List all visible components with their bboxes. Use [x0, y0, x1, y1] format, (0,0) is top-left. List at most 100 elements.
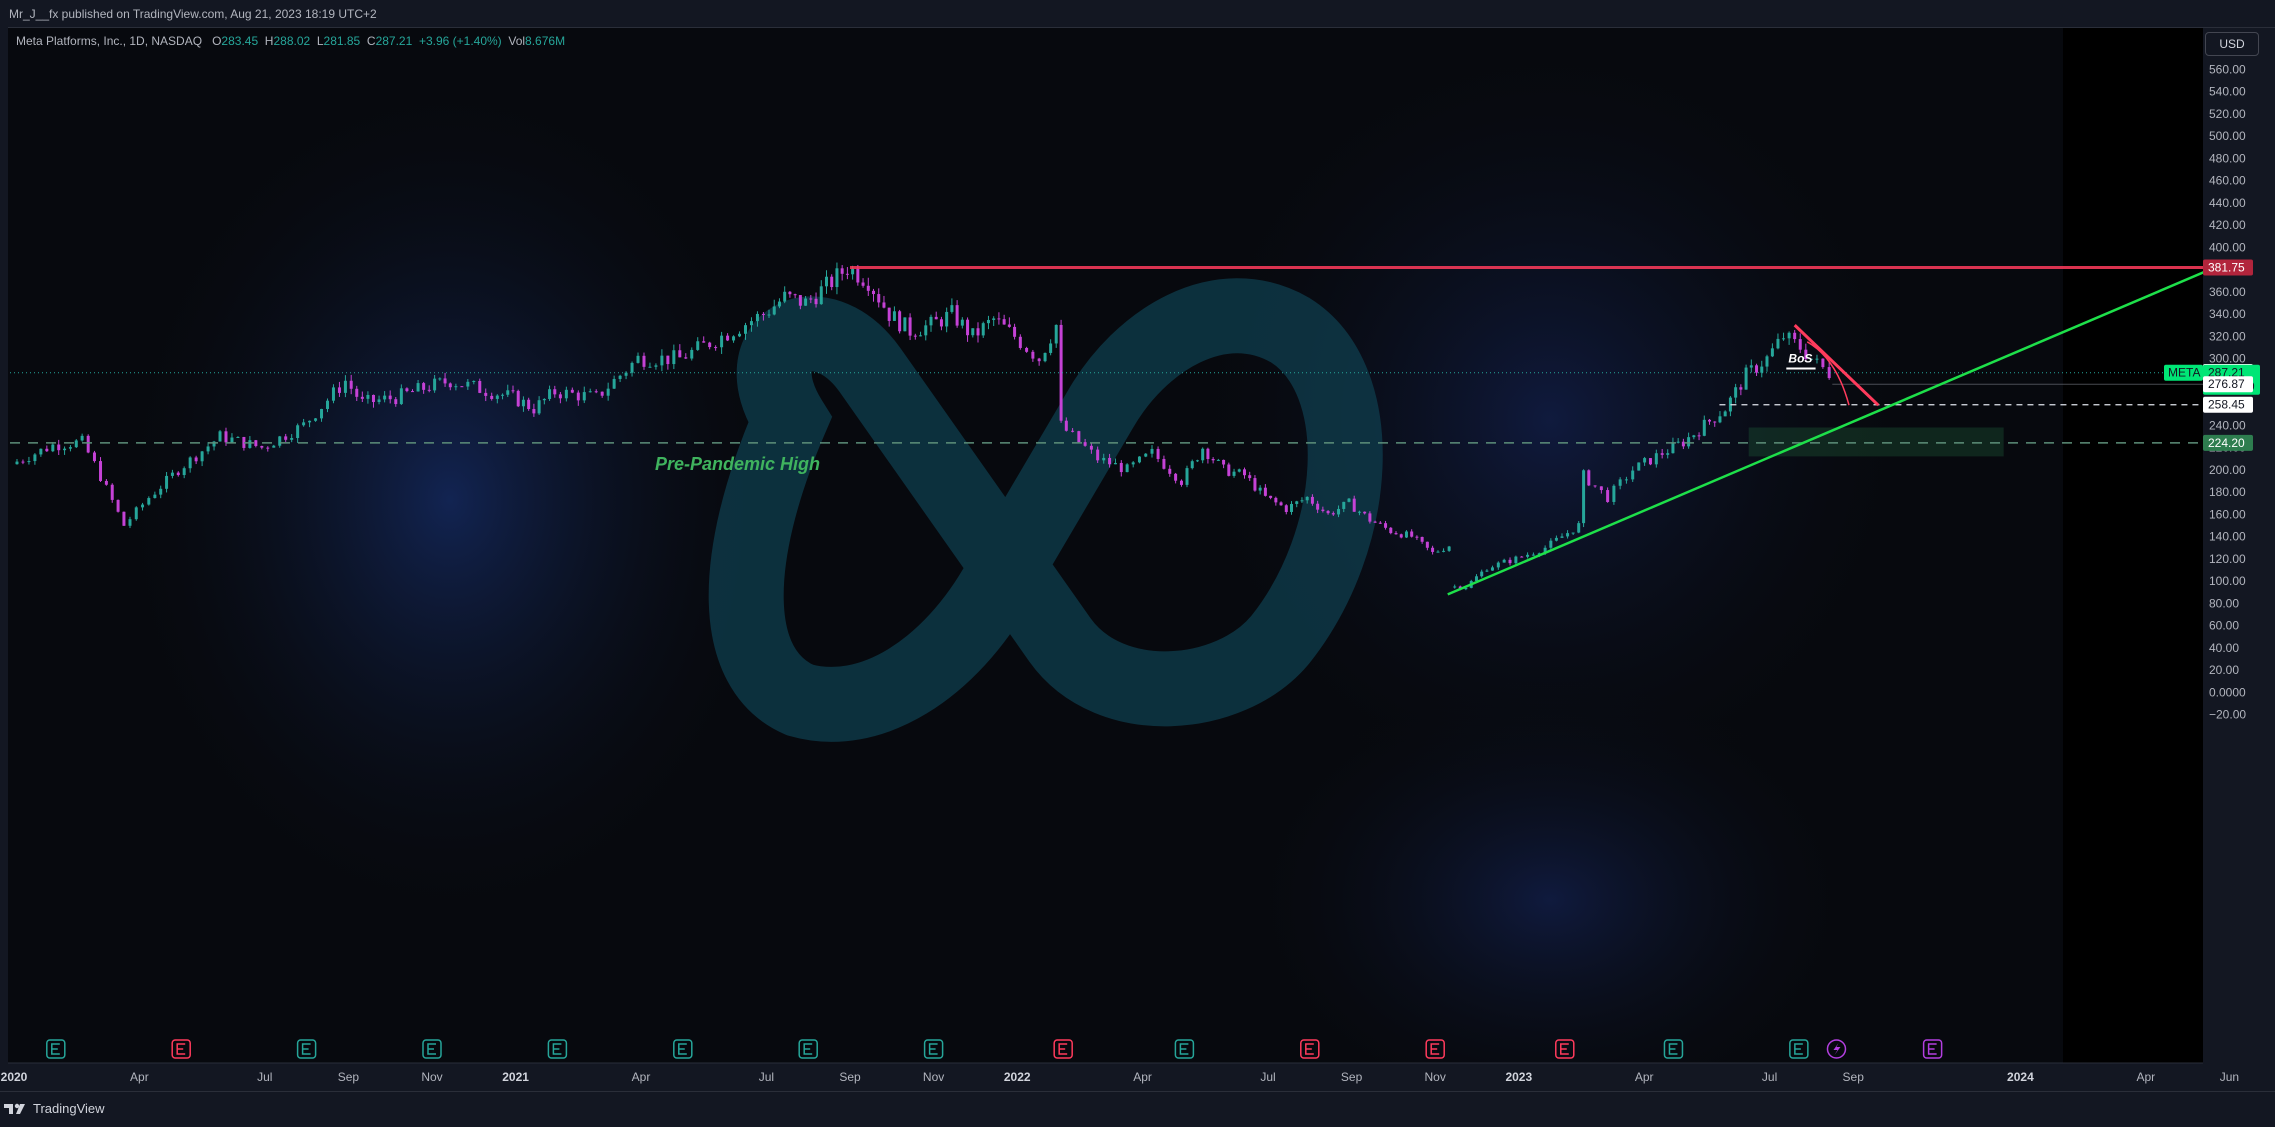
candle-body — [1131, 462, 1135, 465]
time-tick-label: Sep — [338, 1070, 360, 1084]
earnings-event-icon[interactable] — [1922, 1039, 1943, 1059]
candle-body — [1071, 430, 1075, 432]
candle-body — [176, 472, 180, 476]
earnings-event-icon[interactable] — [673, 1039, 693, 1059]
candle-body — [777, 301, 781, 307]
candle-body — [690, 349, 694, 359]
candle-body — [1713, 421, 1717, 423]
earnings-event-icon[interactable] — [1663, 1039, 1684, 1059]
price-tick-label: 500.00 — [2209, 129, 2246, 143]
candle-body — [1326, 510, 1330, 514]
candle-body — [1049, 343, 1053, 353]
candle-body — [1549, 540, 1553, 548]
candle-body — [819, 286, 823, 305]
candle-body — [516, 390, 520, 407]
candle-body — [80, 435, 84, 441]
candle-body — [1415, 536, 1419, 538]
earnings-event-icon[interactable] — [547, 1039, 568, 1059]
earnings-event-icon[interactable] — [798, 1039, 818, 1059]
candle-body — [824, 276, 828, 287]
candle-body — [1582, 470, 1586, 524]
price-axis-bg — [2203, 28, 2275, 1091]
candle-body — [1577, 523, 1581, 533]
change-value: +3.96 (+1.40%) — [418, 34, 502, 48]
demand-zone[interactable] — [1748, 427, 2004, 457]
candle-body — [1253, 478, 1257, 491]
candle-body — [1248, 475, 1252, 479]
candle-body — [1793, 332, 1797, 340]
e-letter-icon — [1560, 1043, 1569, 1055]
candle-body — [654, 365, 658, 367]
candle-body — [1059, 324, 1063, 421]
earnings-event-icon[interactable] — [1555, 1039, 1575, 1059]
time-tick-label: Jul — [1762, 1070, 1777, 1084]
earnings-event-icon[interactable] — [1300, 1039, 1320, 1059]
earnings-event-icon[interactable] — [296, 1039, 317, 1059]
price-tick-label: 340.00 — [2209, 307, 2246, 321]
candle-body — [1782, 338, 1786, 340]
candle-body — [600, 391, 604, 396]
time-tick-label: Nov — [923, 1070, 944, 1084]
candle-body — [1755, 365, 1759, 373]
earnings-event-icon[interactable] — [1053, 1039, 1073, 1059]
candle-body — [788, 291, 792, 295]
earnings-event-icon[interactable] — [923, 1039, 944, 1059]
projection-arrow[interactable] — [1806, 341, 1850, 406]
candle-body — [1480, 571, 1484, 577]
earnings-event-icon[interactable] — [1425, 1039, 1445, 1059]
candle-body — [732, 336, 736, 341]
candle-body — [1618, 479, 1622, 486]
candle-body — [284, 436, 288, 440]
candle-body — [887, 307, 891, 321]
earnings-event-icon[interactable] — [1789, 1039, 1809, 1059]
candle-body — [242, 436, 246, 448]
support-price-tag-bg[interactable] — [2203, 434, 2253, 451]
resistance-price-tag-bg[interactable] — [2203, 259, 2253, 276]
currency-button[interactable]: USD — [2205, 32, 2259, 56]
descending-line[interactable] — [1793, 324, 1880, 407]
symbol-name[interactable]: Meta Platforms, Inc., 1D, NASDAQ — [16, 34, 203, 48]
candle-body — [490, 395, 494, 399]
time-axis-bg — [8, 1063, 2203, 1091]
e-letter-icon — [1430, 1043, 1440, 1055]
earnings-event-icon[interactable] — [46, 1039, 66, 1059]
level-276-tag-bg[interactable] — [2203, 376, 2253, 393]
candle-body — [1531, 554, 1535, 556]
candle-body — [466, 381, 470, 387]
candle-body — [783, 291, 787, 302]
candle-body — [1144, 453, 1148, 457]
time-tick-label: Apr — [130, 1070, 149, 1084]
candle-body — [527, 399, 531, 409]
candle-body — [1496, 562, 1500, 568]
candle-body — [1809, 358, 1813, 360]
ascending-trendline[interactable] — [1447, 249, 2255, 596]
earnings-event-icon[interactable] — [422, 1039, 442, 1059]
earnings-event-icon[interactable] — [1174, 1039, 1195, 1059]
symbol-tag: META — [2168, 366, 2200, 380]
candle-body — [511, 390, 515, 392]
candle-body — [872, 290, 876, 295]
tradingview-brand[interactable]: TradingView — [33, 1101, 105, 1116]
candle-body — [1342, 501, 1346, 509]
earnings-event-icon[interactable] — [171, 1039, 191, 1059]
close-label: C — [366, 34, 376, 48]
candle-body — [448, 383, 452, 388]
symbol-tag-bg[interactable] — [2164, 364, 2203, 381]
resistance-price-tag: 381.75 — [2208, 261, 2245, 275]
candle-body — [1368, 513, 1372, 522]
e-letter-icon — [1058, 1043, 1068, 1055]
price-axis[interactable]: 580.00560.00540.00520.00500.00480.00460.… — [2203, 28, 2275, 1091]
candle-body — [934, 316, 938, 320]
price-tick-label: 200.00 — [2209, 463, 2246, 477]
candle-body — [1718, 416, 1722, 423]
dividend-event-icon[interactable] — [1826, 1039, 1847, 1059]
time-axis[interactable]: 2020 Apr Jul Sep Nov 2021 Apr Jul Sep Nov 2022 Apr J… — [1, 1062, 2239, 1091]
e-letter-icon — [678, 1043, 687, 1055]
candle-body — [1723, 411, 1727, 417]
level-258-tag-bg[interactable] — [2203, 396, 2253, 413]
candle-body — [1442, 550, 1446, 552]
price-tick-label: 540.00 — [2209, 85, 2246, 99]
time-tick-label: 2022 — [1004, 1070, 1031, 1084]
candle-body — [648, 366, 652, 368]
